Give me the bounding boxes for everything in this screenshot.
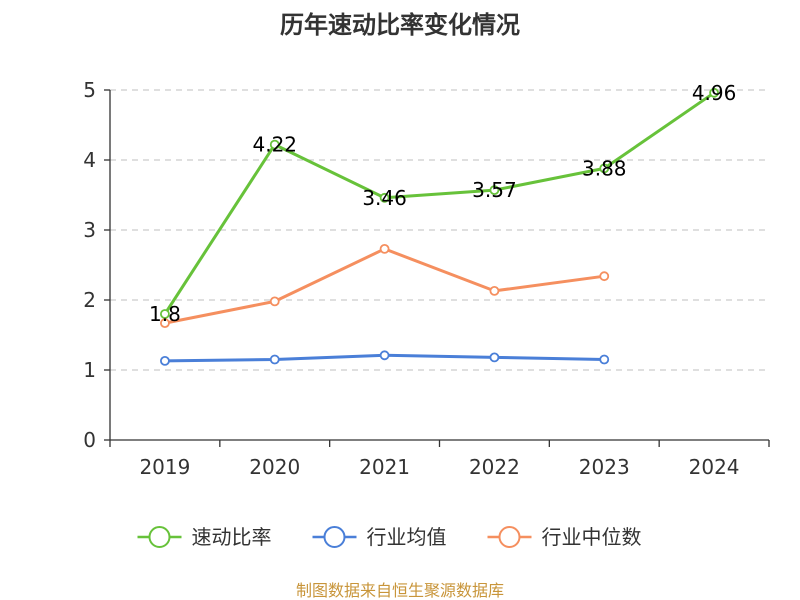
data-point[interactable] xyxy=(269,354,280,365)
legend-label: 速动比率 xyxy=(192,525,272,549)
data-label: 3.57 xyxy=(472,178,517,202)
data-source-note: 制图数据来自恒生聚源数据库 xyxy=(296,581,504,600)
x-tick-label: 2021 xyxy=(359,455,410,479)
legend-marker xyxy=(148,526,171,548)
axes: 0 1 2 3 4 5 2019 2020 2021 2022 2023 2024 xyxy=(83,78,770,479)
data-point[interactable] xyxy=(269,139,280,150)
series-line-2 xyxy=(164,247,605,325)
legend-marker xyxy=(498,526,521,548)
data-point[interactable] xyxy=(269,296,280,307)
data-label: 3.88 xyxy=(582,156,627,180)
y-tick-label: 4 xyxy=(83,148,96,172)
legend-label: 行业中位数 xyxy=(542,525,642,549)
data-point[interactable] xyxy=(489,185,500,196)
x-tick-label: 2019 xyxy=(139,455,190,479)
data-label: 1.8 xyxy=(149,302,181,326)
x-tick-label: 2020 xyxy=(249,455,300,479)
chart-title: 历年速动比率变化情况 xyxy=(280,11,520,39)
legend-item-0[interactable]: 速动比率 xyxy=(137,525,272,549)
data-point[interactable] xyxy=(709,87,719,98)
x-tick-label: 2023 xyxy=(579,455,630,479)
series-line-0 xyxy=(163,91,715,315)
data-point[interactable] xyxy=(379,192,390,203)
data-point[interactable] xyxy=(599,271,610,282)
x-tick-label: 2022 xyxy=(469,455,520,479)
data-label: 4.96 xyxy=(692,81,737,105)
grid-lines xyxy=(110,89,769,371)
data-labels: 1.8 4.22 3.46 3.57 3.88 4.96 xyxy=(149,81,736,326)
x-tick-label: 2024 xyxy=(689,455,740,479)
data-label: 3.46 xyxy=(362,186,407,210)
y-tick-label: 1 xyxy=(83,358,96,382)
y-tick-label: 5 xyxy=(83,78,96,102)
data-point[interactable] xyxy=(489,285,500,296)
data-point[interactable] xyxy=(160,318,170,329)
data-point[interactable] xyxy=(160,309,170,319)
legend-marker xyxy=(323,526,346,548)
legend-label: 行业均值 xyxy=(367,525,447,549)
data-point[interactable] xyxy=(599,163,610,174)
y-tick-label: 2 xyxy=(83,288,96,312)
y-tick-label: 0 xyxy=(83,428,96,452)
y-tick-label: 3 xyxy=(83,218,96,242)
series-lines xyxy=(160,87,719,366)
legend[interactable]: 速动比率 行业均值 行业中位数 xyxy=(137,525,642,549)
legend-item-2[interactable]: 行业中位数 xyxy=(487,525,642,549)
data-point[interactable] xyxy=(489,352,500,363)
data-point[interactable] xyxy=(379,350,390,361)
legend-item-1[interactable]: 行业均值 xyxy=(312,525,447,549)
data-label: 4.22 xyxy=(252,133,297,157)
data-point[interactable] xyxy=(599,354,610,365)
data-point[interactable] xyxy=(160,355,170,366)
data-point[interactable] xyxy=(379,243,390,254)
